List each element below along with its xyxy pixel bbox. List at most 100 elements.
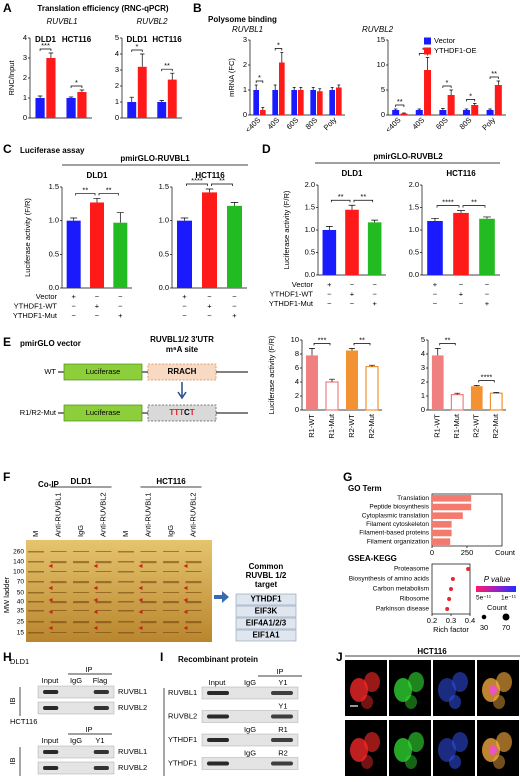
blot-label: RUVBL1 xyxy=(168,688,197,697)
panel-letter: G xyxy=(343,470,352,484)
ib-label: IB xyxy=(8,757,17,764)
y-tick-label: 3 xyxy=(115,65,119,74)
bar xyxy=(157,102,167,118)
cell xyxy=(449,755,461,769)
panel-title: Luciferase assay xyxy=(20,146,85,155)
significance-label: **** xyxy=(481,372,493,381)
bar xyxy=(450,394,464,411)
lane-label: IgG xyxy=(166,525,175,537)
lane-label: IgG xyxy=(244,678,256,687)
error-bar xyxy=(434,348,441,356)
gel-band xyxy=(95,601,112,604)
significance-bracket xyxy=(395,104,405,107)
sign: + xyxy=(232,311,237,320)
error-bar xyxy=(402,112,406,114)
y-tick-label: 1.0 xyxy=(409,225,419,234)
gel-band xyxy=(163,551,179,552)
blot xyxy=(37,745,115,759)
row-label: Vector xyxy=(36,292,58,301)
gel-band xyxy=(140,581,157,584)
sign: − xyxy=(232,292,237,301)
gel-band xyxy=(118,571,134,573)
chart-subtitle: HCT116 xyxy=(195,171,225,180)
error-bar xyxy=(325,226,333,230)
y-tick-label: 8 xyxy=(295,349,299,358)
sign: − xyxy=(350,280,355,289)
cell xyxy=(449,695,461,709)
sign: − xyxy=(118,301,123,310)
error-bar xyxy=(261,107,265,110)
gel-band xyxy=(118,592,134,594)
gel-band xyxy=(73,632,89,633)
blot xyxy=(37,761,115,775)
chart-subtitle: HCT116 xyxy=(446,169,476,178)
gel-band xyxy=(163,571,179,572)
gel-band xyxy=(140,551,157,552)
gel-band xyxy=(50,621,67,624)
bar xyxy=(494,85,502,115)
error-bar xyxy=(348,204,356,210)
bar xyxy=(297,90,304,115)
gel-band xyxy=(95,632,112,633)
blot-label: RUVBL2 xyxy=(118,763,147,772)
bar xyxy=(137,66,147,118)
significance-bracket xyxy=(39,48,52,51)
band-arrow xyxy=(138,586,143,590)
sign: − xyxy=(459,299,464,308)
y-tick-label: 0 xyxy=(115,113,119,122)
sign: − xyxy=(182,311,187,320)
bar xyxy=(306,355,318,410)
sign: + xyxy=(207,301,212,310)
y-tick-label: 2 xyxy=(243,60,247,69)
gel-band xyxy=(140,571,157,572)
significance-label: **** xyxy=(442,198,454,207)
category-label: Filament organization xyxy=(367,538,430,545)
significance-bracket xyxy=(186,183,208,187)
ladder-label: 140 xyxy=(13,559,24,566)
ip-label: IP xyxy=(276,667,283,676)
error-bar xyxy=(159,100,164,102)
panel-letter: J xyxy=(336,650,343,664)
sign: − xyxy=(95,311,100,320)
bar xyxy=(227,205,242,288)
gel-band xyxy=(95,621,112,624)
y-tick-label: 0.5 xyxy=(409,247,419,256)
significance-bracket xyxy=(70,85,83,88)
gel-band xyxy=(118,551,134,553)
blot-band xyxy=(207,714,229,719)
gel-band xyxy=(118,601,134,603)
chart-subtitle: RUVBL2 xyxy=(136,17,168,26)
error-bar xyxy=(116,212,124,223)
bar xyxy=(90,202,104,288)
x-tick-label: 0.3 xyxy=(446,616,456,625)
legend-label: YTHDF1-OE xyxy=(434,46,477,55)
sign: − xyxy=(350,299,355,308)
lane-label: M xyxy=(121,531,130,537)
bar xyxy=(46,58,56,118)
bar xyxy=(66,98,76,118)
significance-bracket xyxy=(353,343,371,346)
significance-bracket xyxy=(313,343,331,346)
sign: − xyxy=(207,292,212,301)
gel-band xyxy=(163,632,179,633)
sign: − xyxy=(485,280,490,289)
significance-bracket xyxy=(131,49,143,52)
gel-band xyxy=(163,592,179,593)
bar xyxy=(272,90,279,115)
lane-label: IgG xyxy=(70,736,82,745)
blot-label: YTHDF1 xyxy=(168,735,197,744)
sign: + xyxy=(95,301,100,310)
reporter-box xyxy=(63,363,143,381)
gel-band xyxy=(163,581,179,584)
blot-band xyxy=(43,766,59,770)
sign: − xyxy=(433,299,438,308)
error-bar xyxy=(292,87,296,90)
chart-title: GSEA-KEGG xyxy=(348,554,397,563)
significance-label: ** xyxy=(219,176,225,185)
legend-title: Count xyxy=(487,603,508,612)
y-tick-label: 1.0 xyxy=(49,216,59,225)
significance-label: * xyxy=(422,45,425,54)
y-tick-label: 3 xyxy=(23,53,27,62)
significance-bracket xyxy=(255,80,264,83)
